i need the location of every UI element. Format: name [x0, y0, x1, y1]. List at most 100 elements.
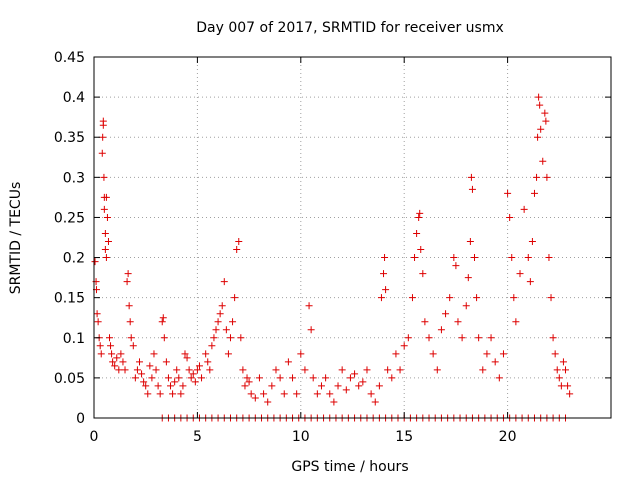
data-point: [183, 354, 191, 362]
data-point: [101, 246, 109, 254]
data-point: [421, 318, 429, 326]
data-point: [537, 125, 545, 133]
y-tick-label: 0.4: [63, 90, 85, 106]
data-point: [322, 374, 330, 382]
data-point: [425, 334, 433, 342]
data-point: [202, 350, 210, 358]
data-point: [530, 189, 538, 197]
x-tick-label: 0: [90, 429, 99, 445]
data-point: [495, 374, 503, 382]
y-tick-label: 0.3: [63, 170, 85, 186]
data-point: [396, 366, 404, 374]
data-point: [479, 366, 487, 374]
data-point: [487, 334, 495, 342]
data-point: [313, 390, 321, 398]
data-point: [446, 294, 454, 302]
data-point: [454, 318, 462, 326]
y-axis-title: SRMTID / TECUs: [8, 182, 24, 295]
data-point: [367, 390, 375, 398]
data-point: [404, 334, 412, 342]
data-point: [135, 358, 143, 366]
data-point: [210, 334, 218, 342]
data-point: [301, 366, 309, 374]
data-point: [467, 173, 475, 181]
data-point: [255, 374, 263, 382]
data-point: [154, 382, 162, 390]
data-point: [475, 334, 483, 342]
data-point: [342, 386, 350, 394]
data-point: [458, 334, 466, 342]
data-point: [239, 366, 247, 374]
x-tick-label: 15: [395, 429, 413, 445]
data-point: [98, 149, 106, 157]
data-point: [220, 278, 228, 286]
data-point: [284, 358, 292, 366]
data-point: [216, 310, 224, 318]
data-point: [123, 278, 131, 286]
data-point: [127, 334, 135, 342]
data-point: [516, 270, 524, 278]
data-point: [91, 258, 99, 266]
data-point: [471, 254, 479, 262]
data-point: [297, 350, 305, 358]
x-tick-label: 10: [292, 429, 310, 445]
data-point: [559, 358, 567, 366]
data-point: [235, 238, 243, 246]
y-tick-label: 0.25: [54, 210, 85, 226]
data-point: [131, 374, 139, 382]
data-point: [144, 390, 152, 398]
data-point: [138, 370, 146, 378]
data-point: [108, 350, 116, 358]
data-point: [247, 390, 255, 398]
data-point: [264, 398, 272, 406]
data-point: [533, 173, 541, 181]
data-point: [338, 366, 346, 374]
data-point: [237, 334, 245, 342]
data-point: [375, 382, 383, 390]
data-point: [99, 121, 107, 129]
data-point: [245, 378, 253, 386]
data-point: [212, 326, 220, 334]
data-point: [346, 374, 354, 382]
data-point: [555, 374, 563, 382]
data-point: [193, 366, 201, 374]
data-point: [222, 326, 230, 334]
data-point: [206, 366, 214, 374]
data-point: [164, 374, 172, 382]
data-point: [169, 390, 177, 398]
data-point: [126, 318, 134, 326]
data-point: [175, 374, 183, 382]
data-point: [520, 205, 528, 213]
data-point: [536, 101, 544, 109]
data-point: [146, 362, 154, 370]
data-point: [260, 390, 268, 398]
data-point: [198, 374, 206, 382]
data-point: [317, 382, 325, 390]
data-point: [272, 366, 280, 374]
grid-lines: [94, 57, 611, 418]
data-point: [148, 374, 156, 382]
data-point: [96, 342, 104, 350]
x-tick-label: 20: [499, 429, 517, 445]
data-point: [382, 286, 390, 294]
data-point: [104, 238, 112, 246]
data-point: [437, 326, 445, 334]
data-point: [107, 342, 115, 350]
data-point: [528, 238, 536, 246]
data-point: [241, 382, 249, 390]
data-point: [100, 205, 108, 213]
y-tick-labels: 0 0.05 0.1 0.15 0.2 0.25 0.3 0.35 0.4 0.45: [54, 50, 85, 427]
data-point: [508, 254, 516, 262]
data-point: [415, 213, 423, 221]
data-point: [214, 318, 222, 326]
data-point: [413, 229, 421, 237]
data-point: [542, 117, 550, 125]
data-point: [535, 93, 543, 101]
data-point: [233, 246, 241, 254]
data-point: [276, 374, 284, 382]
data-point: [102, 254, 110, 262]
data-point: [181, 350, 189, 358]
data-point: [462, 302, 470, 310]
